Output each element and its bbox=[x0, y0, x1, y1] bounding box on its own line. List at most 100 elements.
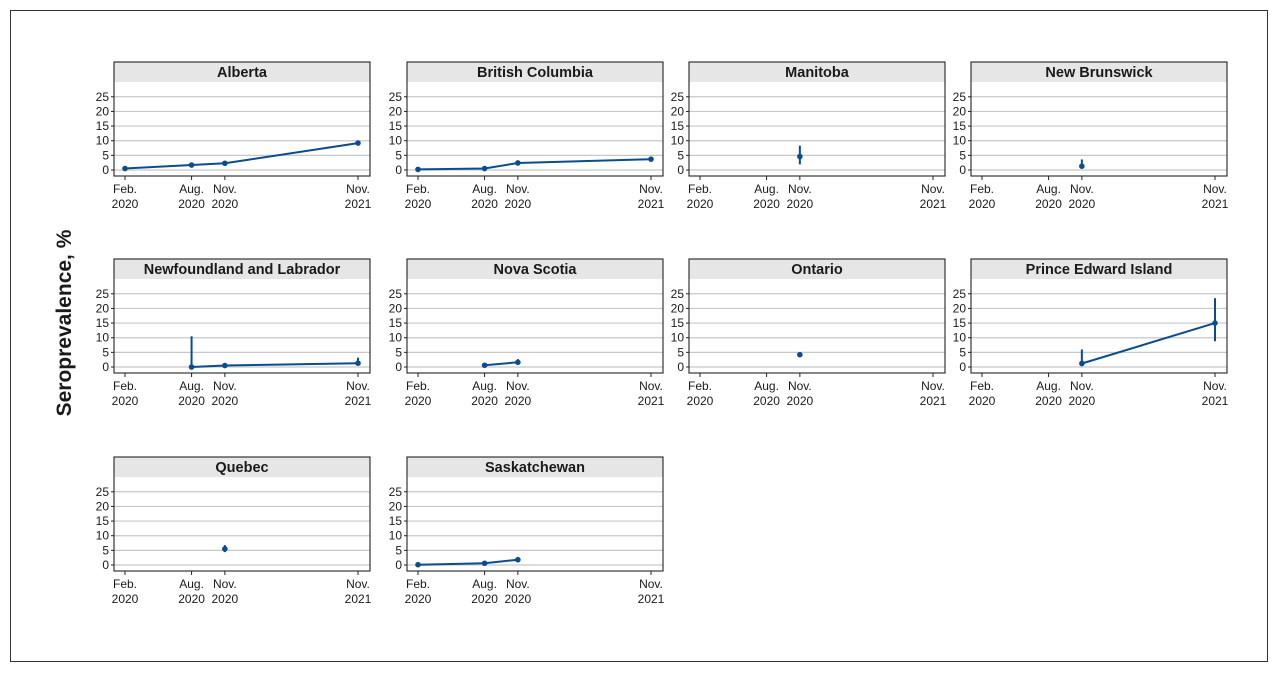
panel-title: Quebec bbox=[215, 460, 268, 476]
panel-border bbox=[970, 258, 1228, 374]
panel-border bbox=[406, 61, 664, 177]
y-tick-label: 25 bbox=[671, 90, 685, 104]
data-point bbox=[515, 556, 521, 563]
x-tick-label: Aug. 2020 bbox=[471, 577, 498, 606]
panel-strip bbox=[689, 62, 945, 82]
x-tick-label: Nov. 2020 bbox=[787, 379, 814, 408]
panel-strip bbox=[689, 259, 945, 279]
panel-title: New Brunswick bbox=[1045, 65, 1153, 81]
y-tick-label: 25 bbox=[96, 287, 110, 301]
panel-border bbox=[688, 61, 946, 177]
panel-border bbox=[970, 61, 1228, 177]
y-tick-label: 0 bbox=[395, 360, 402, 374]
panel-strip bbox=[407, 259, 663, 279]
panel-title: Ontario bbox=[791, 262, 843, 278]
x-tick-label: Nov. 2021 bbox=[1202, 379, 1229, 408]
x-tick-label: Nov. 2021 bbox=[345, 379, 372, 408]
y-tick-label: 10 bbox=[671, 134, 685, 148]
panel-strip bbox=[407, 457, 663, 477]
y-tick-label: 0 bbox=[959, 163, 966, 177]
x-tick-label: Nov. 2021 bbox=[920, 379, 947, 408]
y-tick-label: 20 bbox=[96, 104, 110, 118]
y-tick-label: 15 bbox=[96, 119, 110, 133]
y-tick-label: 5 bbox=[102, 148, 109, 162]
y-tick-label: 15 bbox=[389, 514, 403, 528]
x-tick-label: Nov. 2020 bbox=[787, 182, 814, 211]
data-point bbox=[1079, 163, 1085, 169]
x-tick-label: Nov. 2020 bbox=[505, 577, 532, 606]
data-point bbox=[415, 561, 421, 568]
y-tick-label: 15 bbox=[953, 119, 967, 133]
panel-title: Nova Scotia bbox=[494, 262, 578, 278]
panel-title: Prince Edward Island bbox=[1026, 262, 1173, 278]
y-tick-label: 10 bbox=[953, 331, 967, 345]
y-tick-label: 0 bbox=[395, 163, 402, 177]
panel-border bbox=[406, 258, 664, 374]
panel-title: British Columbia bbox=[477, 65, 594, 81]
panel-strip bbox=[971, 259, 1227, 279]
data-point bbox=[797, 351, 803, 358]
y-tick-label: 15 bbox=[671, 316, 685, 330]
y-tick-label: 20 bbox=[96, 301, 110, 315]
series-line bbox=[417, 558, 519, 566]
x-tick-label: Feb. 2020 bbox=[969, 379, 996, 408]
x-tick-label: Feb. 2020 bbox=[405, 577, 432, 606]
data-point bbox=[515, 160, 521, 166]
y-tick-label: 10 bbox=[389, 529, 403, 543]
panel-border bbox=[688, 258, 946, 374]
data-point bbox=[415, 166, 421, 173]
x-tick-label: Nov. 2021 bbox=[638, 182, 665, 211]
y-tick-label: 0 bbox=[102, 360, 109, 374]
y-tick-label: 25 bbox=[671, 287, 685, 301]
y-tick-label: 0 bbox=[395, 558, 402, 572]
y-tick-label: 15 bbox=[389, 316, 403, 330]
panel-strip bbox=[114, 62, 370, 82]
y-tick-label: 20 bbox=[96, 499, 110, 513]
panel-strip bbox=[971, 62, 1227, 82]
y-tick-label: 15 bbox=[953, 316, 967, 330]
panel-border bbox=[113, 258, 371, 374]
x-tick-label: Nov. 2020 bbox=[212, 182, 239, 211]
x-tick-label: Feb. 2020 bbox=[969, 182, 996, 211]
panel-title: Newfoundland and Labrador bbox=[144, 262, 341, 278]
x-tick-label: Aug. 2020 bbox=[753, 182, 780, 211]
x-tick-label: Nov. 2020 bbox=[1069, 182, 1096, 211]
y-tick-label: 20 bbox=[389, 104, 403, 118]
x-tick-label: Nov. 2021 bbox=[345, 182, 372, 211]
panel-title: Manitoba bbox=[785, 65, 850, 81]
y-axis-label: Seroprevalence, % bbox=[53, 229, 76, 416]
y-tick-label: 0 bbox=[677, 360, 684, 374]
series-line bbox=[484, 361, 518, 367]
x-tick-label: Nov. 2020 bbox=[212, 379, 239, 408]
data-point bbox=[222, 546, 228, 552]
y-tick-label: 15 bbox=[389, 119, 403, 133]
x-tick-label: Nov. 2020 bbox=[505, 182, 532, 211]
x-tick-label: Aug. 2020 bbox=[178, 379, 205, 408]
data-point bbox=[515, 359, 521, 366]
x-tick-label: Nov. 2021 bbox=[1202, 182, 1229, 211]
x-tick-label: Nov. 2020 bbox=[505, 379, 532, 408]
data-point bbox=[188, 364, 195, 370]
panel-strip bbox=[407, 62, 663, 82]
data-point bbox=[797, 153, 803, 160]
x-tick-label: Nov. 2021 bbox=[345, 577, 372, 606]
x-tick-label: Nov. 2020 bbox=[1069, 379, 1096, 408]
y-tick-label: 15 bbox=[671, 119, 685, 133]
data-point bbox=[648, 156, 654, 162]
series-line bbox=[124, 142, 359, 170]
y-tick-label: 0 bbox=[959, 360, 966, 374]
x-tick-label: Nov. 2021 bbox=[920, 182, 947, 211]
data-point bbox=[355, 140, 361, 146]
data-point bbox=[481, 165, 488, 172]
y-tick-label: 25 bbox=[389, 287, 403, 301]
y-tick-label: 20 bbox=[389, 499, 403, 513]
data-point bbox=[1212, 320, 1218, 326]
y-tick-label: 5 bbox=[959, 345, 966, 359]
